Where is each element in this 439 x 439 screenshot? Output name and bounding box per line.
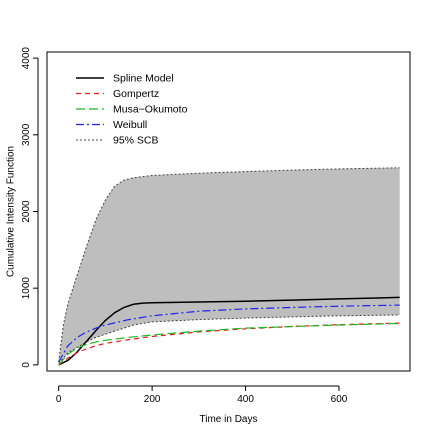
x-tick-label: 600: [331, 394, 348, 405]
confidence-band-fill: [58, 167, 400, 364]
legend-label-musa-okumoto: Musa−Okumoto: [113, 104, 188, 116]
x-tick-label: 400: [237, 394, 254, 405]
y-axis: 0 1000 2000 3000 4000: [21, 47, 39, 368]
confidence-band-layer: [58, 167, 400, 364]
y-tick-label: 1000: [21, 277, 32, 300]
x-tick-label: 0: [56, 394, 62, 405]
legend-label-gompertz: Gompertz: [113, 88, 159, 100]
y-tick-label: 0: [21, 362, 32, 368]
series-layer: [58, 296, 400, 366]
series-line-spline-model: [58, 296, 400, 366]
confidence-band-lower-line: [58, 314, 400, 364]
series-line-musa-okumoto: [58, 322, 400, 366]
series-line-weibull: [58, 304, 400, 363]
legend-label-spline-model: Spline Model: [113, 73, 174, 85]
legend-label-95-scb: 95% SCB: [113, 135, 159, 147]
plot-frame: [46, 51, 411, 372]
legend: Spline Model Gompertz Musa−Okumoto Weibull 9…: [76, 73, 188, 147]
y-axis-label: Cumulative Intensity Function: [6, 146, 17, 277]
x-tick-label: 200: [144, 394, 161, 405]
y-tick-label: 4000: [21, 47, 32, 70]
y-tick-label: 2000: [21, 200, 32, 223]
legend-label-weibull: Weibull: [113, 119, 147, 131]
x-axis-label: Time in Days: [200, 414, 258, 425]
x-axis: 0 200 400 600: [56, 385, 348, 405]
y-tick-label: 3000: [21, 123, 32, 146]
